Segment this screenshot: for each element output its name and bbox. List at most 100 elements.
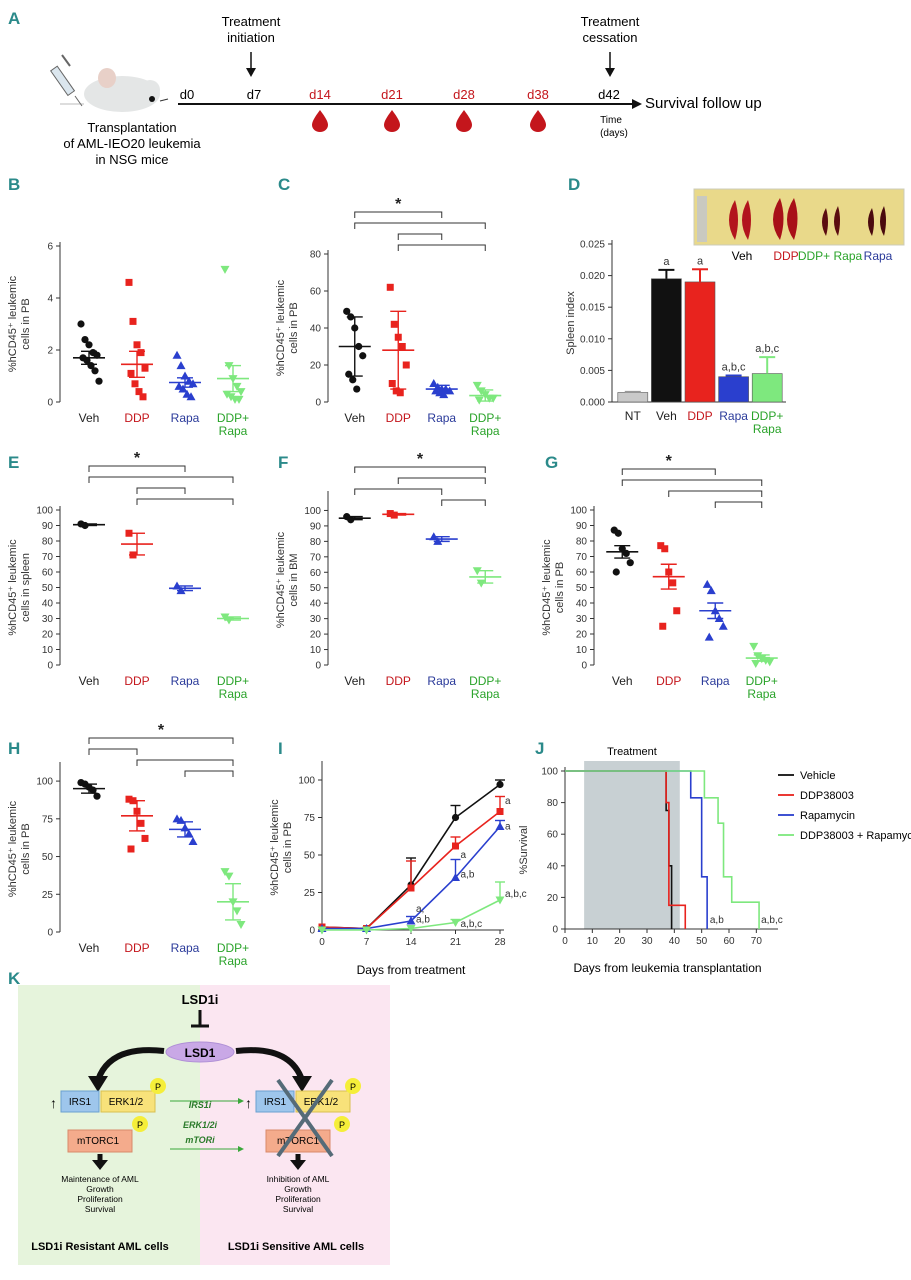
y-tick-label: 0 (47, 661, 53, 672)
y-axis-title: %hCD45⁺ leukemic (7, 275, 19, 372)
curve-annotation: a,b,c (761, 915, 783, 926)
data-point (141, 834, 149, 842)
treatment-cessation-2: cessation (583, 30, 638, 45)
data-point (184, 829, 194, 838)
phospho-node (345, 1078, 361, 1094)
y-tick-label: 0 (309, 926, 315, 937)
bar (718, 376, 749, 403)
category-label: Veh (79, 941, 100, 955)
phospho-label: P (155, 1082, 161, 1092)
x-tick-label: 0 (319, 937, 325, 948)
data-point (224, 872, 234, 881)
data-point (93, 792, 101, 800)
treatment-cessation-1: Treatment (581, 14, 640, 29)
data-point (659, 622, 667, 630)
category-label: Rapa (427, 411, 456, 425)
y-tick-label: 10 (310, 645, 322, 656)
category-label: Rapa (219, 687, 248, 701)
data-point (495, 822, 505, 830)
x-tick-label: 10 (587, 936, 599, 947)
data-point (614, 529, 622, 537)
category-label: Rapa (171, 941, 200, 955)
right-outcome-1: Inhibition of AML (267, 1174, 330, 1184)
blood-drop-icon (384, 110, 400, 132)
data-point (188, 836, 198, 845)
data-point (407, 884, 415, 892)
panel-letter-j: J (535, 739, 544, 758)
point-annotation: a,b,c (505, 889, 527, 900)
data-point (137, 819, 145, 827)
category-label: Rapa (701, 674, 730, 688)
significance-bracket (397, 244, 486, 251)
data-point (91, 367, 99, 375)
x-tick-label: 70 (751, 936, 763, 947)
y-tick-label: 30 (42, 614, 54, 625)
category-label: Veh (79, 674, 100, 688)
category-label: DDP+ (469, 411, 501, 425)
transplant-line-1: Transplantation (87, 120, 176, 135)
data-point (220, 265, 230, 274)
survival-followup: Survival follow up (645, 95, 762, 112)
data-point (496, 780, 504, 789)
panel-c-chart: C 0 20 40 60 80 %hCD45⁺ leukemic cells in PB Veh… (275, 175, 501, 438)
category-label: Rapa (719, 409, 748, 423)
data-point (127, 369, 135, 377)
transplant-line-2: of AML-IEO20 leukemia (63, 136, 201, 151)
up-arrow-left-icon: ↑ (50, 1095, 57, 1111)
phospho-label: P (339, 1120, 345, 1130)
spleen-photo (693, 188, 905, 246)
panel-letter-b: B (8, 175, 20, 194)
category-label: DDP (124, 411, 149, 425)
point-annotation: a (505, 822, 511, 833)
up-arrow-right-icon: ↑ (245, 1095, 252, 1111)
y-tick-label: 4 (47, 294, 53, 305)
y-tick-label: 75 (42, 814, 54, 825)
y-axis-title: cells in PB (20, 823, 32, 874)
significance-bracket (354, 211, 443, 218)
data-point (765, 658, 775, 667)
data-point (232, 907, 242, 916)
y-axis-title: cells in PB (554, 562, 566, 613)
mtor-label-right: mTORC1 (277, 1136, 319, 1147)
category-label: NT (625, 409, 642, 423)
y-tick-label: 30 (310, 614, 322, 625)
category-label: DDP+ (217, 411, 249, 425)
bar-annotation: a,b,c (722, 361, 746, 373)
data-point (495, 896, 505, 905)
blood-drop-icon (312, 110, 328, 132)
point-annotation: a (461, 850, 467, 861)
significance-bracket (621, 468, 716, 475)
y-tick-label: 70 (576, 552, 588, 563)
category-label: DDP+ (746, 674, 778, 688)
data-point (751, 659, 761, 668)
bar (617, 392, 649, 403)
blood-drop-icon (530, 110, 546, 132)
inhibitor-irs1i: IRS1i (189, 1100, 212, 1110)
y-tick-label: 90 (310, 521, 322, 532)
y-axis-title: %hCD45⁺ leukemic (275, 531, 287, 628)
y-tick-label: 10 (42, 645, 54, 656)
cross-icon (276, 1078, 334, 1158)
y-tick-label: 90 (576, 521, 588, 532)
category-label: Rapa (427, 674, 456, 688)
data-point (172, 350, 182, 359)
panel-a-timeline: A Transplantation of AML-IEO20 leukemia … (8, 9, 762, 167)
survival-curve (565, 770, 760, 929)
irs1-node-left (60, 1090, 100, 1113)
y-tick-label: 60 (310, 568, 322, 579)
timeline-arrowhead (632, 99, 642, 109)
data-point (362, 926, 371, 935)
data-point (702, 579, 712, 588)
photo-label-combo: DDP+ Rapa (798, 249, 863, 263)
y-axis-title: cells in PB (282, 822, 294, 873)
data-point (398, 343, 406, 350)
erk-label-left: ERK1/2 (109, 1097, 144, 1108)
photo-label-ddp: DDP (773, 249, 798, 263)
data-point (186, 392, 196, 401)
legend-label: DDP38003 (800, 790, 854, 802)
data-point (236, 920, 246, 929)
time-label-2: (days) (600, 128, 628, 139)
erk-node-left (100, 1090, 156, 1113)
y-tick-label: 40 (42, 599, 54, 610)
significance-star: * (666, 453, 673, 470)
